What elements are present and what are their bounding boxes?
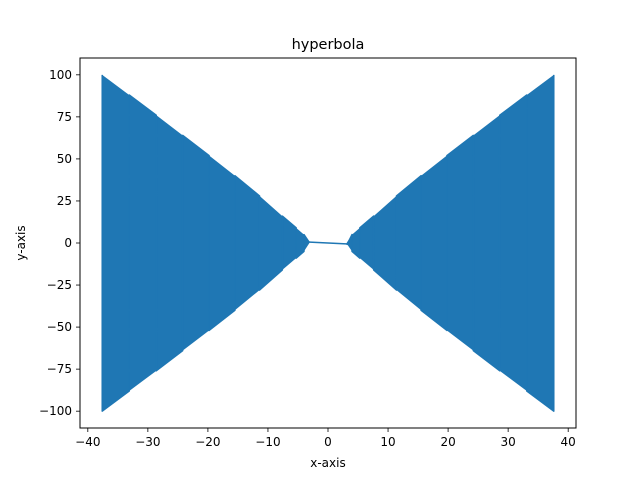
y-tick-label: 75 [57,110,72,124]
y-tick-label: 50 [57,152,72,166]
x-tick-label: 40 [561,435,576,449]
y-tick-label: −100 [39,404,72,418]
y-axis-label: y-axis [14,225,28,260]
y-tick-label: −25 [47,278,72,292]
y-tick-label: 25 [57,194,72,208]
x-axis-ticks: −40 −30 −20 −10 0 10 20 30 40 [75,428,576,449]
y-tick-label: 100 [49,68,72,82]
x-tick-label: 20 [440,435,455,449]
x-tick-label: −10 [255,435,280,449]
y-axis-ticks: −100 −75 −50 −25 0 25 50 75 100 [39,68,80,418]
y-tick-label: 0 [64,236,72,250]
series-layer [101,74,555,412]
x-tick-label: −20 [195,435,220,449]
series-0-left-branch-fill [102,74,310,412]
x-tick-label: 10 [380,435,395,449]
x-tick-label: −30 [135,435,160,449]
series-0-line [101,74,555,412]
series-0-right-branch-fill [346,74,554,412]
y-tick-label: −75 [47,362,72,376]
x-axis-label: x-axis [310,456,345,470]
x-tick-label: 30 [501,435,516,449]
x-tick-label: 0 [324,435,332,449]
y-tick-label: −50 [47,320,72,334]
chart-title: hyperbola [292,37,365,53]
x-tick-label: −40 [75,435,100,449]
